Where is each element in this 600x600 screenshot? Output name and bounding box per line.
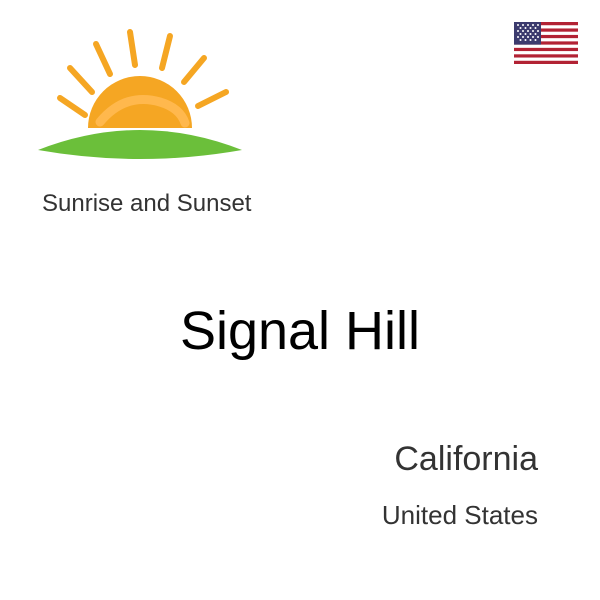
sunrise-logo: [30, 20, 250, 180]
sunrise-logo-icon: [30, 20, 250, 180]
country-name: United States: [382, 500, 538, 531]
us-flag-icon: [514, 22, 578, 64]
us-flag-svg: [514, 22, 578, 64]
tagline-text: Sunrise and Sunset: [42, 190, 251, 218]
region-name: California: [394, 440, 538, 479]
city-name: Signal Hill: [0, 300, 600, 362]
